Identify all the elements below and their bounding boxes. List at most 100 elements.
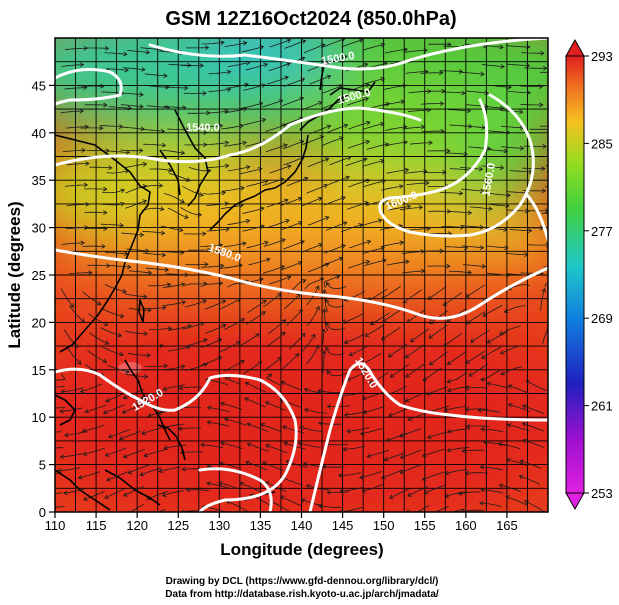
streamline	[205, 324, 226, 334]
streamline-arrowhead	[346, 428, 351, 434]
streamline	[500, 345, 522, 355]
streamline-arrowhead	[182, 105, 187, 110]
streamline	[407, 228, 431, 231]
streamline-arrowhead	[562, 281, 566, 285]
streamline-arrowhead	[163, 363, 168, 369]
streamline-arrowhead	[239, 481, 244, 487]
streamline	[182, 186, 204, 196]
streamline-arrowhead	[557, 352, 561, 356]
streamline-arrowhead	[423, 489, 429, 495]
streamline-arrowhead	[521, 404, 527, 409]
streamline-arrowhead	[519, 109, 524, 115]
streamline-arrowhead	[245, 218, 251, 224]
streamline	[127, 50, 150, 53]
streamline-arrowhead	[326, 404, 332, 409]
streamline-arrowhead	[257, 361, 263, 366]
streamline-arrowhead	[206, 405, 212, 411]
streamline-arrowhead	[540, 50, 545, 56]
streamline-arrowhead	[443, 342, 448, 347]
streamline-arrowhead	[218, 461, 224, 466]
streamline	[64, 87, 87, 90]
streamline	[169, 325, 192, 331]
streamline-arrowhead	[484, 90, 490, 96]
streamline-arrowhead	[260, 422, 265, 428]
streamline-arrowhead	[303, 387, 309, 393]
streamline	[427, 286, 447, 300]
streamline	[125, 200, 147, 209]
streamline-arrowhead	[197, 212, 203, 218]
streamline	[406, 182, 429, 186]
streamline-arrowhead	[218, 281, 224, 286]
streamline	[386, 261, 410, 266]
streamline	[362, 78, 385, 85]
streamline-arrowhead	[385, 101, 391, 107]
streamline-arrowhead	[458, 190, 464, 196]
streamline	[146, 105, 170, 109]
streamline	[507, 91, 531, 94]
streamline-arrowhead	[264, 240, 269, 246]
streamline	[202, 192, 226, 195]
x-tick-label: 145	[332, 518, 354, 533]
credit-drawing: Drawing by DCL (https://www.gfd-dennou.o…	[166, 576, 439, 587]
streamline-arrowhead	[103, 210, 108, 215]
streamline	[479, 502, 503, 508]
streamline-arrowhead	[403, 47, 408, 52]
streamline	[470, 329, 490, 343]
streamline-arrowhead	[286, 275, 292, 281]
streamline	[324, 289, 329, 312]
streamline-arrowhead	[266, 257, 271, 263]
streamline-arrowhead	[381, 179, 387, 184]
streamline-arrowhead	[206, 481, 211, 487]
streamline	[246, 423, 269, 432]
streamline-arrowhead	[283, 143, 288, 148]
streamline	[362, 160, 384, 167]
streamline-arrowhead	[479, 224, 485, 230]
streamline	[364, 324, 385, 337]
streamline	[301, 243, 323, 253]
streamline	[220, 442, 243, 450]
streamline	[442, 91, 466, 94]
streamline-arrowhead	[441, 88, 446, 94]
streamline	[182, 322, 205, 330]
streamline	[105, 447, 127, 457]
streamline	[102, 308, 124, 318]
streamline-arrowhead	[218, 123, 224, 129]
streamline	[519, 475, 541, 485]
streamline	[304, 409, 327, 414]
streamline-arrowhead	[240, 185, 245, 191]
streamline-arrowhead	[104, 452, 110, 457]
streamline	[346, 97, 369, 106]
streamline	[384, 85, 407, 90]
streamline-arrowhead	[326, 370, 331, 375]
streamline	[247, 299, 267, 314]
streamline	[286, 309, 303, 326]
streamline	[55, 492, 63, 494]
streamline	[162, 149, 185, 154]
streamline-arrowhead	[244, 82, 249, 88]
streamline-arrowhead	[382, 258, 387, 264]
streamline-arrowhead	[261, 461, 267, 466]
streamline-arrowhead	[163, 73, 168, 79]
streamline	[200, 338, 222, 348]
streamline	[449, 211, 472, 214]
streamline	[349, 344, 370, 356]
streamline	[239, 168, 262, 175]
streamline-arrowhead	[203, 362, 208, 368]
x-axis-ticks: 110 115 120 125 130 135 140 145 150 155 160 165	[45, 512, 518, 533]
streamline	[328, 176, 350, 186]
streamline-arrowhead	[559, 123, 563, 127]
streamline-arrowhead	[409, 337, 415, 343]
streamline	[64, 184, 88, 187]
streamline	[87, 264, 110, 267]
streamline	[318, 505, 342, 508]
streamline	[61, 387, 84, 393]
streamline-arrowhead	[139, 92, 144, 97]
streamline	[284, 40, 306, 49]
streamline	[343, 445, 366, 450]
streamline	[260, 423, 283, 433]
streamline	[221, 125, 244, 130]
streamline	[507, 284, 530, 290]
streamline-arrowhead	[220, 441, 225, 446]
streamline	[304, 388, 327, 395]
streamline-arrowhead	[162, 386, 168, 392]
